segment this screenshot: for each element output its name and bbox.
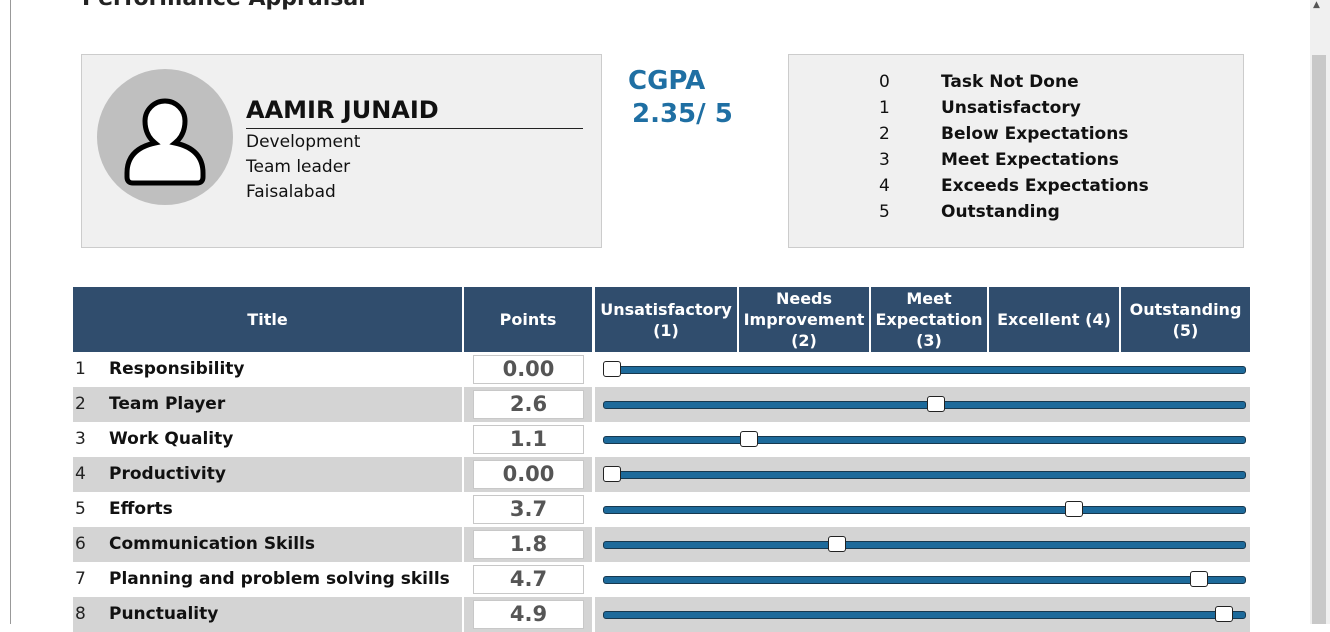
column-header: Outstanding (5) [1121, 287, 1250, 352]
scale-score: 3 [879, 150, 890, 170]
row-bg [73, 562, 462, 597]
scale-label: Below Expectations [941, 124, 1129, 144]
row-number: 8 [75, 604, 86, 624]
employee-name: AAMIR JUNAID [246, 96, 439, 124]
page-title: Performance Appraisal [82, 0, 366, 11]
slider-thumb[interactable] [603, 361, 621, 377]
row-bg [73, 457, 462, 492]
row-number: 4 [75, 464, 86, 484]
slider-thumb[interactable] [740, 431, 759, 447]
row-number: 7 [75, 569, 86, 589]
row-bg [73, 527, 462, 562]
scale-label: Outstanding [941, 202, 1060, 222]
scale-label: Exceeds Expectations [941, 176, 1149, 196]
slider-track [603, 541, 1246, 549]
slider-thumb[interactable] [927, 396, 946, 412]
slider-track [603, 506, 1246, 514]
column-header: Excellent (4) [989, 287, 1119, 352]
points-box: 1.8 [473, 530, 584, 559]
row-number: 5 [75, 499, 86, 519]
slider-track [603, 576, 1246, 584]
designation: Team leader [246, 157, 351, 177]
row-title: Planning and problem solving skills [109, 569, 450, 589]
scroll-up[interactable]: ▲ [1313, 0, 1320, 10]
scale-score: 0 [879, 72, 890, 92]
row-number: 6 [75, 534, 86, 554]
points-box: 4.7 [473, 565, 584, 594]
slider-thumb[interactable] [1214, 606, 1233, 622]
department: Development [246, 132, 361, 152]
scale-label: Unsatisfactory [941, 98, 1081, 118]
slider-track [603, 401, 1246, 409]
row-bg [73, 492, 462, 527]
cgpa-label: CGPA [628, 66, 706, 96]
row-title: Team Player [109, 394, 226, 414]
city: Faisalabad [246, 182, 336, 202]
scale-score: 4 [879, 176, 890, 196]
row-title: Punctuality [109, 604, 219, 624]
name-underline [246, 128, 583, 129]
points-box: 1.1 [473, 425, 584, 454]
slider-track [603, 366, 1246, 374]
row-bg [73, 352, 462, 387]
scale-label: Meet Expectations [941, 150, 1119, 170]
row-number: 1 [75, 359, 86, 379]
row-title: Efforts [109, 499, 173, 519]
slider-track [603, 611, 1246, 619]
points-box: 0.00 [473, 355, 584, 384]
slider-thumb[interactable] [827, 536, 846, 552]
row-number: 2 [75, 394, 86, 414]
slider-thumb[interactable] [1064, 501, 1083, 517]
avatar [97, 69, 233, 205]
column-header: Title [73, 287, 462, 352]
row-number: 3 [75, 429, 86, 449]
cgpa-value: 2.35/ 5 [632, 99, 733, 129]
scale-score: 2 [879, 124, 890, 144]
slider-thumb[interactable] [1189, 571, 1208, 587]
scale-label: Task Not Done [941, 72, 1079, 92]
column-header: Unsatisfactory (1) [595, 287, 737, 352]
slider-track [603, 471, 1246, 479]
column-header: Meet Expectation (3) [871, 287, 987, 352]
row-title: Work Quality [109, 429, 234, 449]
scale-score: 5 [879, 202, 890, 222]
points-box: 2.6 [473, 390, 584, 419]
slider-thumb[interactable] [603, 466, 621, 482]
row-title: Communication Skills [109, 534, 315, 554]
scale-score: 1 [879, 98, 890, 118]
scale-legend [788, 54, 1244, 248]
scroll-thumb[interactable] [1312, 55, 1326, 624]
column-header: Points [464, 287, 592, 352]
row-title: Responsibility [109, 359, 245, 379]
row-bg [73, 387, 462, 422]
row-title: Productivity [109, 464, 226, 484]
points-box: 3.7 [473, 495, 584, 524]
points-box: 0.00 [473, 460, 584, 489]
column-header: Needs Improvement (2) [739, 287, 869, 352]
slider-track [603, 436, 1246, 444]
row-bg [73, 422, 462, 457]
frame-border [10, 0, 11, 624]
points-box: 4.9 [473, 600, 584, 629]
